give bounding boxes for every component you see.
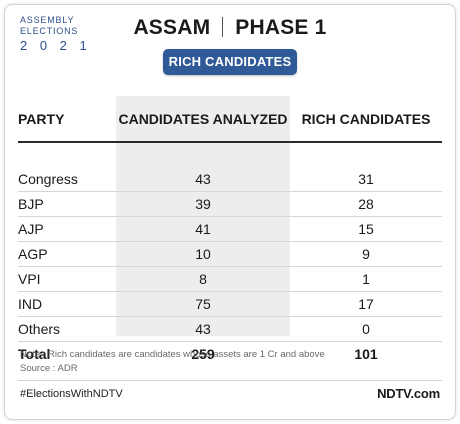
party-cell: IND — [18, 291, 116, 317]
rich-cell: 9 — [290, 241, 442, 267]
total-label: Total — [18, 346, 51, 362]
title-phase: PHASE 1 — [235, 16, 327, 39]
brand-line-2: ELECTIONS — [20, 26, 79, 36]
party-cell: Congress — [18, 167, 116, 192]
source-text: Source : ADR — [20, 363, 78, 374]
page-title: ASSAM PHASE 1 — [0, 16, 460, 40]
header-rich: RICH CANDIDATES — [290, 96, 442, 143]
hashtag: #ElectionsWithNDTV — [20, 388, 123, 400]
table-spacer — [18, 142, 442, 167]
party-cell: Others — [18, 316, 116, 342]
candidates-table: PARTY CANDIDATES ANALYZED RICH CANDIDATE… — [18, 96, 442, 366]
rich-cell: 17 — [290, 291, 442, 317]
table-row: VPI 8 1 — [18, 266, 442, 292]
title-state: ASSAM — [133, 16, 211, 39]
election-brand: ASSEMBLY ELECTIONS 2 0 2 1 — [20, 15, 92, 53]
rich-cell: 1 — [290, 266, 442, 292]
rich-cell: 28 — [290, 191, 442, 217]
header-analyzed: CANDIDATES ANALYZED — [116, 96, 290, 143]
analyzed-cell: 8 — [116, 266, 290, 292]
analyzed-cell: 39 — [116, 191, 290, 217]
party-cell: AGP — [18, 241, 116, 267]
rich-cell: 15 — [290, 216, 442, 242]
table-row: Congress 43 31 — [18, 167, 442, 192]
table-row: AGP 10 9 — [18, 241, 442, 267]
analyzed-cell: 41 — [116, 216, 290, 242]
table-row: IND 75 17 — [18, 291, 442, 317]
note-text: Note : Rich candidates are candidates wh… — [20, 349, 325, 360]
footer-divider — [18, 380, 442, 381]
title-divider — [222, 17, 224, 37]
header-party: PARTY — [18, 96, 116, 143]
footnote: Note : Rich candidates are candidates wh… — [20, 348, 325, 376]
table-row: BJP 39 28 — [18, 191, 442, 217]
table-header-row: PARTY CANDIDATES ANALYZED RICH CANDIDATE… — [18, 96, 442, 143]
analyzed-cell: 43 — [116, 316, 290, 342]
rich-cell: 0 — [290, 316, 442, 342]
ndtv-logo: NDTV.com — [377, 386, 440, 401]
party-cell: BJP — [18, 191, 116, 217]
brand-line-1: ASSEMBLY — [20, 15, 75, 25]
table-row: Others 43 0 — [18, 316, 442, 342]
party-cell: AJP — [18, 216, 116, 242]
brand-year: 2 0 2 1 — [20, 38, 92, 53]
analyzed-cell: 43 — [116, 167, 290, 192]
analyzed-cell: 75 — [116, 291, 290, 317]
analyzed-cell: 10 — [116, 241, 290, 267]
rich-cell: 31 — [290, 167, 442, 192]
table-total-row: Total 259 101 — [18, 342, 442, 367]
total-analyzed: 259 — [191, 346, 215, 362]
table-row: AJP 41 15 — [18, 216, 442, 242]
section-badge: RICH CANDIDATES — [163, 49, 297, 75]
total-rich: 101 — [354, 346, 378, 362]
party-cell: VPI — [18, 266, 116, 292]
